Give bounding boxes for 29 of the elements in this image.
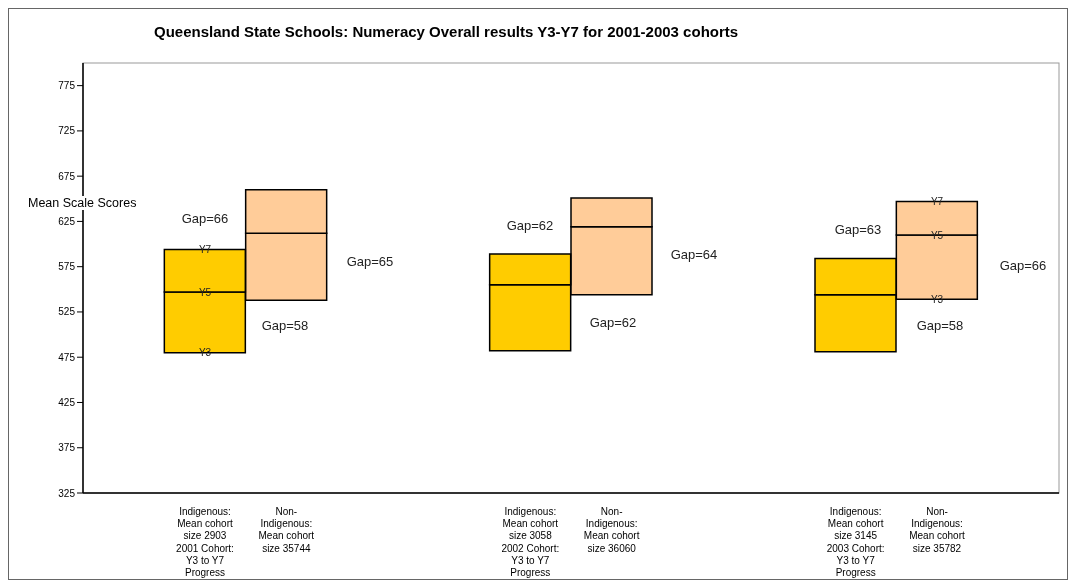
x-tick-label: Indigenous: Mean cohort size 2903 2001 Cohort: Y3 to Y7 Progress	[176, 506, 234, 578]
y-tick-label: 475	[58, 351, 76, 363]
y-tick-label: 425	[58, 397, 76, 409]
y-tick-label: 675	[58, 170, 76, 182]
annotation: Gap=62	[589, 314, 637, 330]
annotation: Gap=58	[261, 317, 309, 333]
annotation: Gap=63	[834, 221, 882, 237]
y-tick-label: 375	[58, 442, 76, 454]
annotation: Y3	[198, 347, 212, 359]
annotation: Gap=58	[916, 317, 964, 333]
y-tick-label: 325	[58, 487, 76, 499]
annotation: Gap=65	[346, 253, 394, 269]
annotation: Y7	[198, 243, 212, 255]
y-axis-title: Mean Scale Scores	[26, 196, 139, 210]
annotation: Gap=64	[670, 246, 718, 262]
x-tick-label: Indigenous: Mean cohort size 3145 2003 Cohort: Y3 to Y7 Progress	[826, 506, 885, 578]
annotation: Gap=66	[181, 210, 229, 226]
y-tick-label: 725	[58, 125, 76, 137]
y-tick-label: 625	[58, 215, 76, 227]
y-tick-label: 775	[58, 80, 76, 92]
x-tick-label: Non-Indigenous: Mean cohort size 36060	[583, 506, 640, 554]
annotation: Gap=62	[506, 217, 554, 233]
x-tick-label: Non-Indigenous: Mean cohort size 35744	[258, 506, 315, 554]
y-tick-label: 525	[58, 306, 76, 318]
chart-title: Queensland State Schools: Numeracy Overall results Y3-Y7 for 2001-2003 cohorts	[154, 23, 739, 40]
annotation: Gap=66	[999, 257, 1047, 273]
x-tick-label: Non-Indigenous: Mean cohort size 35782	[909, 506, 966, 554]
x-tick-label: Indigenous: Mean cohort size 3058 2002 Cohort: Y3 to Y7 Progress	[501, 506, 560, 578]
y-tick-label: 575	[58, 261, 76, 273]
